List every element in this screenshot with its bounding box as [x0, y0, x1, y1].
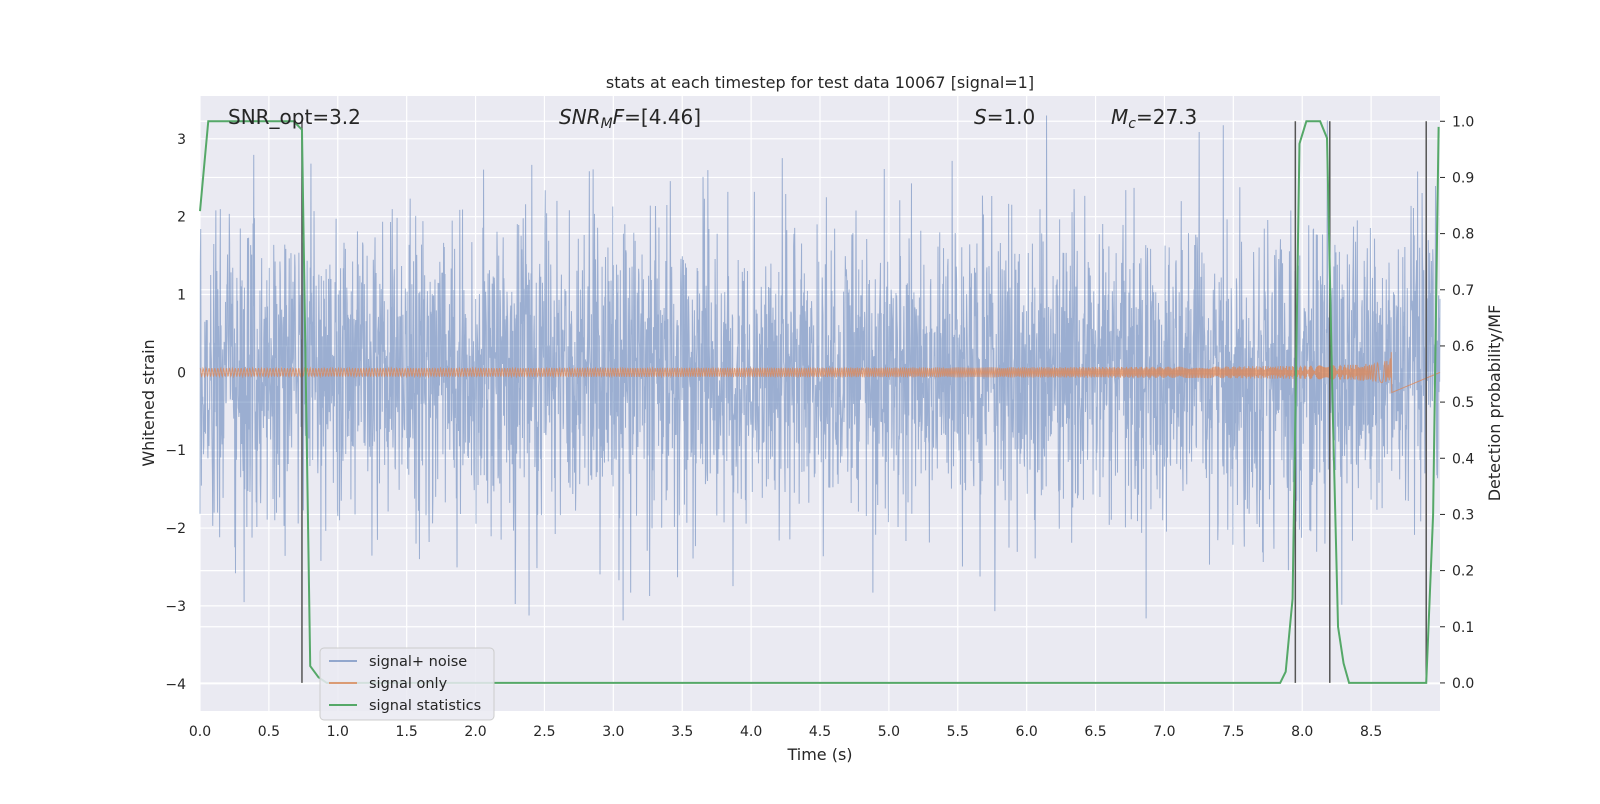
y-tick-label-right: 0.6 [1452, 339, 1474, 355]
y-tick-label-left: 2 [177, 210, 186, 226]
x-tick-label: 1.5 [396, 724, 418, 740]
annotation-mc-subscript: c [1128, 116, 1136, 132]
x-tick-label: 1.0 [327, 724, 349, 740]
axis-ticks: 0.0 0.5 1.0 1.5 2.0 2.5 3.0 3.5 4.0 4.5 5.0 5.5 6.0 6… [165, 114, 1474, 740]
y-tick-label-left: −2 [165, 521, 186, 537]
x-tick-label: 8.5 [1360, 724, 1382, 740]
y-tick-label-right: 0.7 [1452, 283, 1474, 299]
x-tick-label: 6.0 [1016, 724, 1038, 740]
x-tick-label: 2.5 [533, 724, 555, 740]
y-tick-label-right: 0.9 [1452, 170, 1474, 186]
x-tick-label: 3.5 [671, 724, 693, 740]
annotation-snr-mf: SNRMF=[4.46] [559, 105, 701, 132]
y-tick-label-right: 0.0 [1452, 676, 1474, 692]
x-tick-label: 8.0 [1291, 724, 1313, 740]
annotation-s-value: =1.0 [987, 105, 1036, 129]
y-tick-label-right: 0.4 [1452, 451, 1474, 467]
annotation-snr-mf-subscript: M [601, 116, 613, 132]
y-tick-label-left: −3 [165, 599, 186, 615]
x-tick-label: 0.5 [258, 724, 280, 740]
y-tick-label-right: 0.3 [1452, 507, 1474, 523]
y-tick-label-right: 1.0 [1452, 114, 1474, 130]
legend-label-signal-noise: signal+ noise [369, 654, 467, 670]
x-tick-label: 4.5 [809, 724, 831, 740]
annotation-mc: Mc=27.3 [1111, 105, 1197, 132]
legend-box [319, 647, 495, 721]
legend-label-signal-only: signal only [369, 676, 448, 692]
annotation-mc-symbol: M [1111, 105, 1128, 129]
signal-only-line [199, 352, 1441, 394]
x-axis-label: Time (s) [786, 745, 852, 764]
y-tick-label-left: 1 [177, 288, 186, 304]
y-tick-label-right: 0.8 [1452, 227, 1474, 243]
legend-label-signal-statistics: signal statistics [369, 698, 481, 714]
annotations: SNR_opt=3.2 SNRMF=[4.46] S=1.0 Mc=27.3 [228, 105, 1197, 132]
x-tick-label: 4.0 [740, 724, 762, 740]
x-tick-label: 5.0 [878, 724, 900, 740]
x-tick-label: 0.0 [189, 724, 211, 740]
y-axis-label-right: Detection probability/MF [1485, 305, 1504, 502]
annotation-snr-mf-value: =[4.46] [624, 105, 701, 129]
annotation-mc-value: =27.3 [1136, 105, 1197, 129]
signal-statistics-series [199, 120, 1440, 684]
annotation-s: S=1.0 [974, 105, 1035, 129]
x-tick-label: 3.0 [602, 724, 624, 740]
signal-plus-noise-line [199, 115, 1441, 621]
signal-plus-noise-series [199, 115, 1441, 621]
chart-title: stats at each timestep for test data 100… [606, 73, 1034, 92]
annotation-snr-opt: SNR_opt=3.2 [228, 105, 361, 129]
x-tick-label: 6.5 [1084, 724, 1106, 740]
x-tick-label: 7.0 [1153, 724, 1175, 740]
annotation-snr-mf-tail: F [613, 105, 625, 129]
x-tick-label: 2.0 [464, 724, 486, 740]
y-tick-label-left: −1 [165, 443, 186, 459]
legend: signal+ noise signal only signal statist… [319, 647, 495, 721]
signal-statistics-line [199, 120, 1440, 684]
y-tick-label-left: −4 [165, 677, 186, 693]
signal-only-series [199, 352, 1441, 394]
x-tick-label: 5.5 [947, 724, 969, 740]
annotation-s-symbol: S [974, 105, 987, 129]
y-tick-label-left: 3 [177, 132, 186, 148]
y-tick-label-left: 0 [177, 365, 186, 381]
x-tick-label: 7.5 [1222, 724, 1244, 740]
y-tick-label-right: 0.2 [1452, 564, 1474, 580]
y-tick-label-right: 0.1 [1452, 620, 1474, 636]
annotation-snr-mf-symbol: SNR [559, 105, 601, 129]
y-tick-label-right: 0.5 [1452, 395, 1474, 411]
y-axis-label-left: Whitened strain [139, 339, 158, 466]
